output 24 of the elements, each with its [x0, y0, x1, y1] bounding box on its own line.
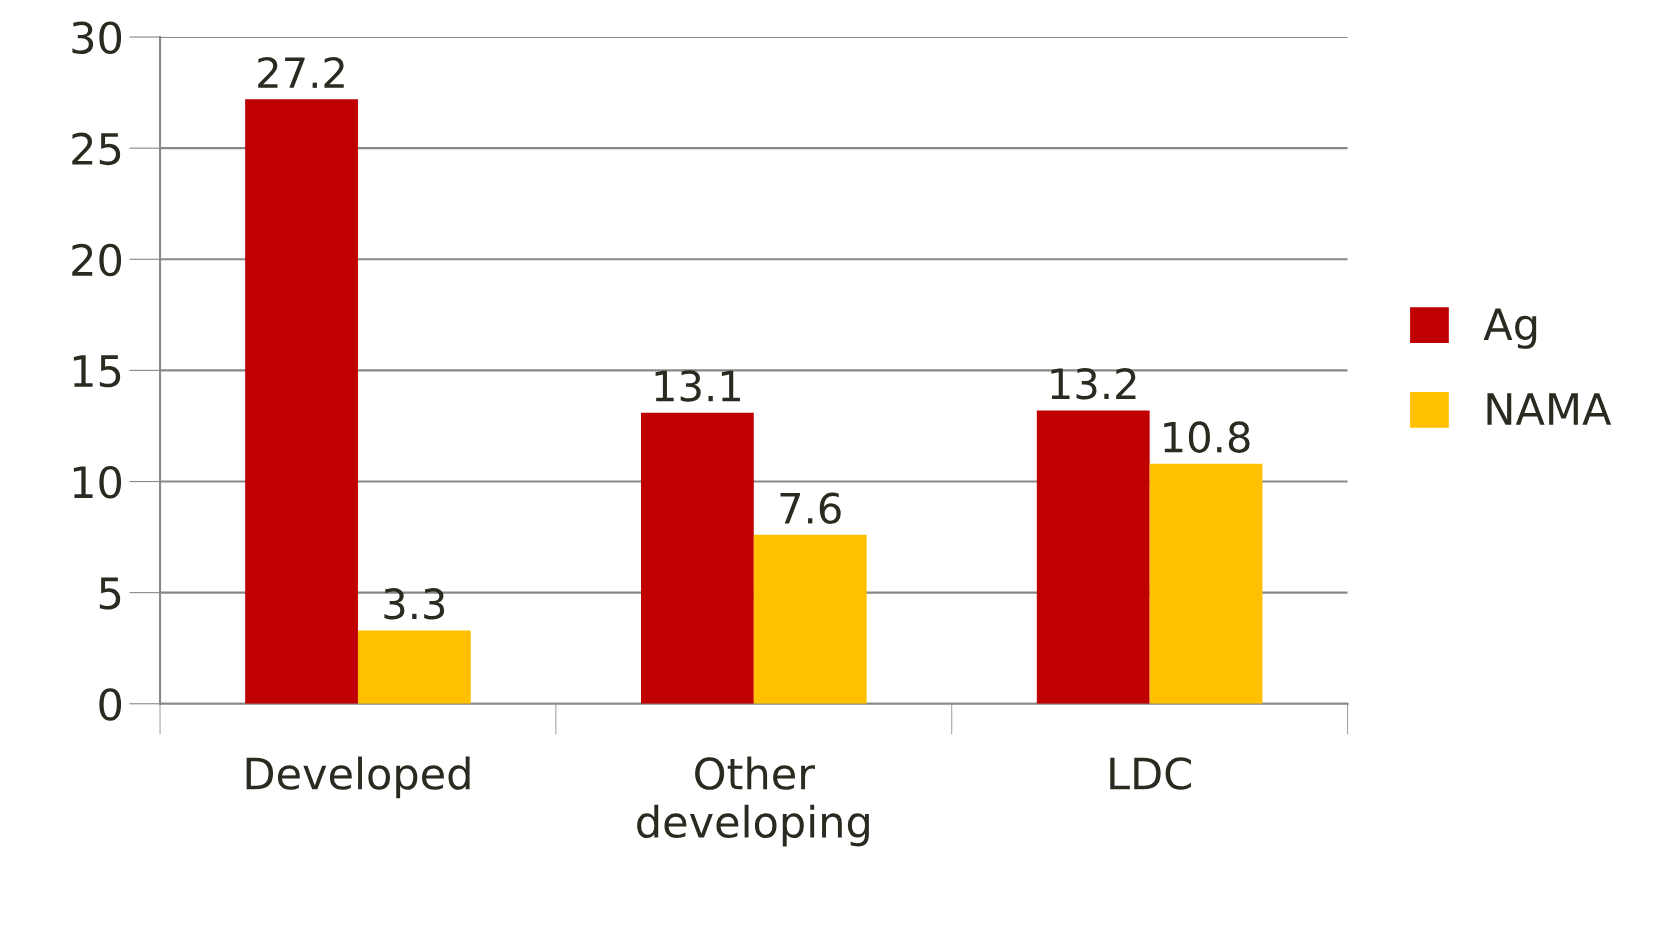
- x-tick-label: Other developing: [637, 756, 869, 847]
- bar: [245, 99, 358, 704]
- data-label: 10.8: [1164, 421, 1250, 453]
- y-tick-label: 5: [99, 577, 121, 610]
- y-tick-label: 25: [72, 132, 121, 166]
- data-label: 27.2: [258, 56, 344, 88]
- data-label: 7.6: [780, 492, 841, 525]
- x-tick-label: LDC: [1110, 757, 1191, 790]
- bar: [753, 534, 867, 704]
- legend-label: Ag: [1483, 308, 1537, 349]
- bar: [1149, 463, 1263, 704]
- y-tick-label: 20: [72, 243, 122, 277]
- legend-label: NAMA: [1487, 393, 1612, 425]
- y-tick-label: 0: [99, 688, 122, 721]
- bar: [1036, 410, 1150, 704]
- bar: [640, 412, 754, 704]
- bar: [357, 630, 471, 704]
- data-label: 13.1: [655, 370, 740, 402]
- data-label: 3.3: [384, 588, 445, 620]
- y-tick-label: 15: [73, 355, 121, 388]
- y-tick-label: 10: [73, 465, 122, 499]
- data-label: 13.2: [1051, 368, 1136, 400]
- y-tick-label: 30: [72, 21, 122, 55]
- x-tick-label: Developed: [246, 756, 470, 799]
